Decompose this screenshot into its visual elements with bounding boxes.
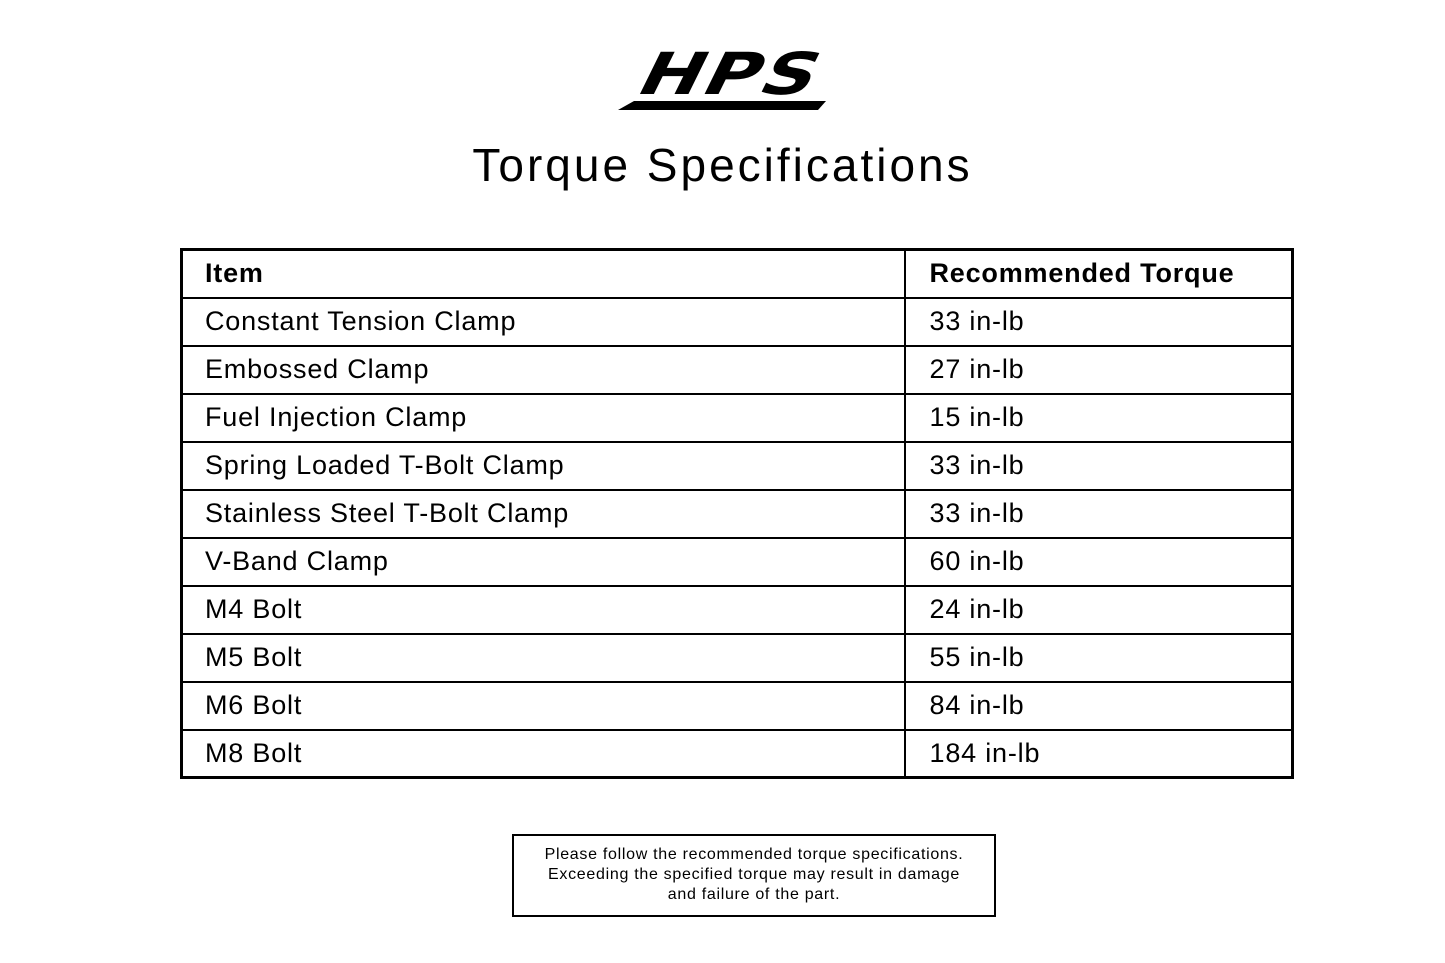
torque-cell: 33 in-lb xyxy=(903,296,1294,347)
hps-logo: HPS xyxy=(618,41,837,110)
torque-cell: 55 in-lb xyxy=(903,632,1294,683)
table-row: M5 Bolt 55 in-lb xyxy=(180,632,1294,683)
table-row: Stainless Steel T-Bolt Clamp 33 in-lb xyxy=(180,488,1294,539)
table-row: Embossed Clamp 27 in-lb xyxy=(180,344,1294,395)
torque-cell: 24 in-lb xyxy=(903,584,1294,635)
item-cell: Spring Loaded T-Bolt Clamp xyxy=(180,440,906,491)
item-cell: Stainless Steel T-Bolt Clamp xyxy=(180,488,906,539)
note-line: Please follow the recommended torque spe… xyxy=(544,846,964,863)
table-row: V-Band Clamp 60 in-lb xyxy=(180,536,1294,587)
column-header-item: Item xyxy=(180,248,906,299)
item-cell: Fuel Injection Clamp xyxy=(180,392,906,443)
item-cell: M5 Bolt xyxy=(180,632,906,683)
torque-table: Item Recommended Torque Constant Tension… xyxy=(180,248,1294,779)
item-cell: V-Band Clamp xyxy=(180,536,906,587)
torque-cell: 27 in-lb xyxy=(903,344,1294,395)
torque-cell: 184 in-lb xyxy=(903,728,1294,779)
column-header-torque: Recommended Torque xyxy=(903,248,1294,299)
note-line: Exceeding the specified torque may resul… xyxy=(548,866,960,883)
torque-cell: 15 in-lb xyxy=(903,392,1294,443)
page-title: Torque Specifications xyxy=(472,139,973,191)
item-cell: M8 Bolt xyxy=(180,728,906,779)
hps-logo-underline xyxy=(618,101,826,110)
torque-warning-note: Please follow the recommended torque spe… xyxy=(512,834,996,917)
table-row: Fuel Injection Clamp 15 in-lb xyxy=(180,392,1294,443)
item-cell: M4 Bolt xyxy=(180,584,906,635)
torque-cell: 84 in-lb xyxy=(903,680,1294,731)
note-line: and failure of the part. xyxy=(667,886,841,903)
table-row: M6 Bolt 84 in-lb xyxy=(180,680,1294,731)
torque-cell: 33 in-lb xyxy=(903,440,1294,491)
table-row: Spring Loaded T-Bolt Clamp 33 in-lb xyxy=(180,440,1294,491)
torque-cell: 33 in-lb xyxy=(903,488,1294,539)
table-row: M4 Bolt 24 in-lb xyxy=(180,584,1294,635)
hps-logo-text: HPS xyxy=(626,41,837,109)
table-row: M8 Bolt 184 in-lb xyxy=(180,728,1294,779)
torque-cell: 60 in-lb xyxy=(903,536,1294,587)
item-cell: Embossed Clamp xyxy=(180,344,906,395)
table-header-row: Item Recommended Torque xyxy=(180,248,1294,299)
item-cell: Constant Tension Clamp xyxy=(180,296,906,347)
item-cell: M6 Bolt xyxy=(180,680,906,731)
table-row: Constant Tension Clamp 33 in-lb xyxy=(180,296,1294,347)
